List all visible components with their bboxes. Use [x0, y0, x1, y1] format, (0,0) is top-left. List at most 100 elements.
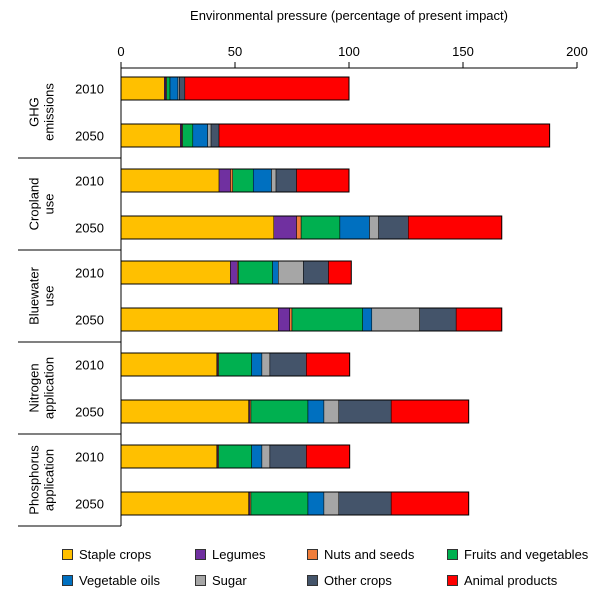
legend: Staple crops Legumes Nuts and seeds Frui…: [62, 541, 592, 593]
group-label-cropland-use: Croplanduse: [27, 178, 57, 231]
bar-segment-animal-products: [306, 444, 350, 469]
legend-item-other-crops: Other crops: [307, 573, 447, 588]
x-tick-label: 0: [117, 44, 124, 59]
group-label-line: application: [42, 449, 57, 511]
legend-swatch-vegetable-oils: [62, 574, 73, 586]
bar-segment-other-crops: [338, 491, 392, 516]
bar-outline: [120, 260, 352, 285]
legend-swatch-other-crops: [307, 574, 318, 586]
bar-outline: [120, 444, 351, 469]
legend-label-vegetable-oils: Vegetable oils: [79, 572, 160, 588]
bar-segment-sugar: [371, 307, 420, 332]
bar-segment-other-crops: [338, 399, 392, 424]
x-tick-label: 100: [338, 44, 360, 59]
bar-segment-sugar: [207, 123, 212, 148]
legend-label-nuts-and-seeds: Nuts and seeds: [324, 546, 415, 562]
bar-segment-sugar: [271, 168, 277, 193]
bar-segment-sugar: [323, 491, 339, 516]
group-label-line: Cropland: [27, 178, 42, 231]
group-label-bluewater-use: Bluewateruse: [27, 266, 57, 324]
group-label-nitrogen-application: Nitrogenapplication: [27, 357, 57, 419]
group-label-phosphorus-application: Phosphorusapplication: [27, 445, 57, 515]
legend-item-vegetable-oils: Vegetable oils: [62, 573, 195, 588]
bar-segment-other-crops: [179, 76, 186, 101]
bar-segment-animal-products: [408, 215, 503, 240]
bar-segment-animal-products: [306, 352, 350, 377]
year-label: 2010: [75, 450, 104, 465]
bar-segment-fruits-and-vegetables: [218, 352, 252, 377]
bar-outline: [120, 491, 470, 516]
year-label: 2050: [75, 405, 104, 420]
bar-segment-legumes: [230, 260, 238, 285]
bar-segment-sugar: [261, 444, 271, 469]
bar-outline: [120, 399, 470, 424]
bar-segment-vegetable-oils: [272, 260, 279, 285]
legend-row: Vegetable oils Sugar Other crops Animal …: [62, 567, 592, 593]
bar-segment-animal-products: [218, 123, 550, 148]
legend-item-staple-crops: Staple crops: [62, 547, 195, 562]
legend-label-legumes: Legumes: [212, 546, 266, 562]
year-label: 2010: [75, 82, 104, 97]
legend-label-sugar: Sugar: [212, 572, 247, 588]
legend-label-animal-products: Animal products: [464, 572, 558, 588]
group-label-ghg-emissions: GHGemissions: [27, 83, 57, 141]
bar-segment-vegetable-oils: [307, 491, 325, 516]
bar-segment-fruits-and-vegetables: [182, 123, 194, 148]
bar-segment-animal-products: [390, 491, 469, 516]
group-label-line: Phosphorus: [27, 445, 42, 515]
bar-outline: [120, 123, 551, 148]
legend-swatch-fruits-and-vegetables: [447, 548, 458, 560]
bar-segment-staple-crops: [120, 168, 220, 193]
bar-outline: [120, 215, 503, 240]
chart-title: Environmental pressure (percentage of pr…: [190, 8, 508, 23]
year-label: 2050: [75, 129, 104, 144]
legend-swatch-sugar: [195, 574, 206, 586]
bar-segment-staple-crops: [120, 76, 165, 101]
x-tick-label: 50: [228, 44, 242, 59]
bar-segment-staple-crops: [120, 399, 249, 424]
bar-segment-sugar: [278, 260, 304, 285]
bar-segment-legumes: [273, 215, 297, 240]
bar-outline: [120, 352, 351, 377]
bar-segment-other-crops: [275, 168, 297, 193]
bar-segment-fruits-and-vegetables: [291, 307, 363, 332]
bar-segment-other-crops: [269, 444, 307, 469]
bar-segment-other-crops: [269, 352, 307, 377]
bar-segment-fruits-and-vegetables: [250, 491, 309, 516]
bar-outline: [120, 307, 503, 332]
bar-segment-animal-products: [296, 168, 350, 193]
bar-segment-staple-crops: [120, 491, 249, 516]
year-label: 2050: [75, 221, 104, 236]
legend-swatch-animal-products: [447, 574, 458, 586]
bar-segment-legumes: [218, 168, 231, 193]
bar-segment-vegetable-oils: [251, 444, 263, 469]
year-label: 2050: [75, 313, 104, 328]
bar-segment-fruits-and-vegetables: [238, 260, 273, 285]
bar-segment-animal-products: [390, 399, 469, 424]
bar-segment-staple-crops: [120, 352, 218, 377]
legend-label-fruits-and-vegetables: Fruits and vegetables: [464, 546, 589, 562]
bar-segment-sugar: [369, 215, 379, 240]
bar-segment-vegetable-oils: [252, 168, 272, 193]
bar-segment-vegetable-oils: [251, 352, 263, 377]
bar-segment-vegetable-oils: [307, 399, 325, 424]
bar-segment-other-crops: [210, 123, 220, 148]
legend-item-legumes: Legumes: [195, 547, 307, 562]
bar-segment-nuts-and-seeds: [289, 307, 293, 332]
bar-segment-sugar: [261, 352, 271, 377]
bar-segment-staple-crops: [120, 260, 231, 285]
bar-outline: [120, 76, 350, 101]
bar-segment-animal-products: [328, 260, 352, 285]
bar-segment-staple-crops: [120, 123, 181, 148]
legend-row: Staple crops Legumes Nuts and seeds Frui…: [62, 541, 592, 567]
x-tick-label: 200: [566, 44, 588, 59]
bar-segment-other-crops: [419, 307, 457, 332]
year-label: 2010: [75, 174, 104, 189]
group-label-line: use: [42, 286, 57, 307]
group-label-line: application: [42, 357, 57, 419]
legend-label-other-crops: Other crops: [324, 572, 392, 588]
bar-segment-other-crops: [303, 260, 329, 285]
bar-segment-vegetable-oils: [362, 307, 373, 332]
bar-segment-fruits-and-vegetables: [300, 215, 341, 240]
legend-item-sugar: Sugar: [195, 573, 307, 588]
